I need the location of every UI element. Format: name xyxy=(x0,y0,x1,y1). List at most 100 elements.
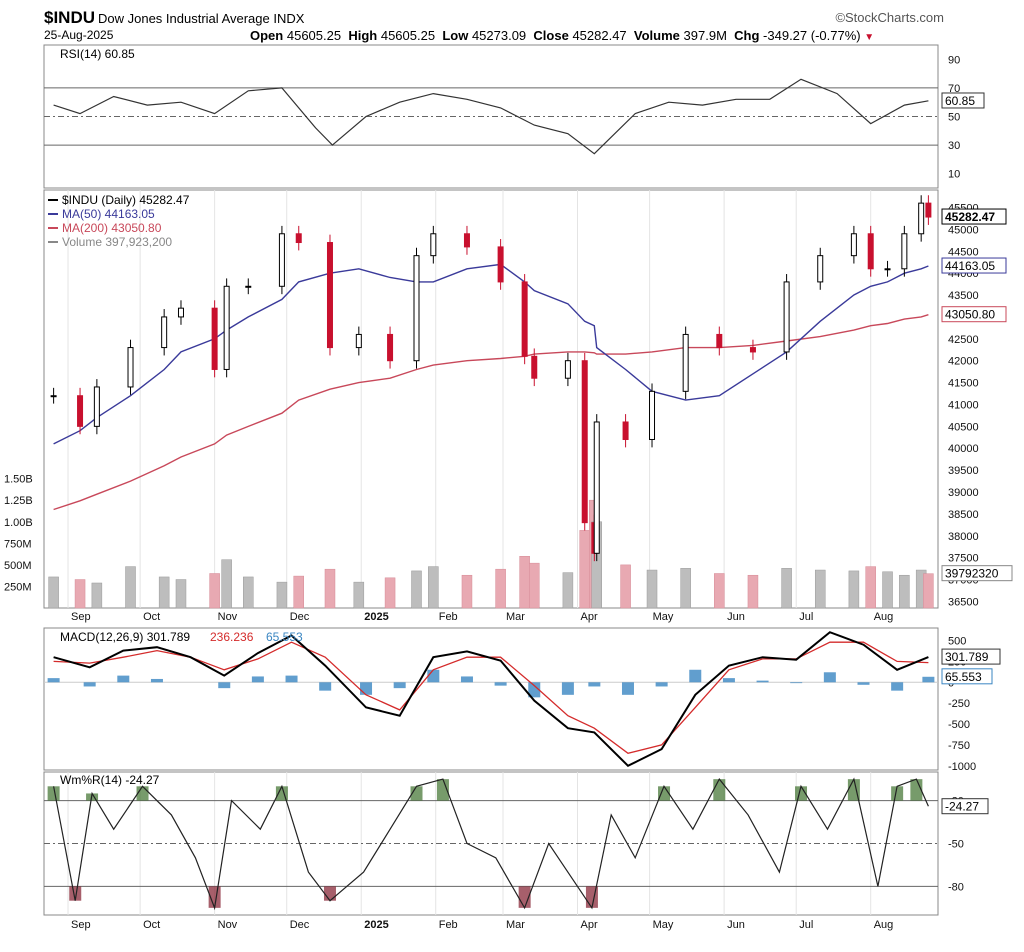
macd-histogram-bar xyxy=(561,682,574,695)
candle-body xyxy=(93,386,100,427)
x-tick-label: Oct xyxy=(143,919,160,931)
legend-entry: MA(200) 43050.80 xyxy=(62,221,162,235)
candle-body xyxy=(716,333,723,349)
volume-bar xyxy=(353,581,365,609)
x-tick-label: Jun xyxy=(727,919,745,931)
x-tick-label: 2025 xyxy=(364,611,388,623)
macd-histogram-bar xyxy=(655,682,668,687)
macd-legend-entry: 65.553 xyxy=(266,630,303,644)
williams-panel: SepOctNovDec2025FebMarAprMayJunJulAug-20… xyxy=(43,771,989,931)
volume-bar xyxy=(620,564,631,609)
macd-histogram-bar xyxy=(150,678,163,683)
macd-histogram-bar xyxy=(427,669,440,683)
macd-tag-box xyxy=(941,648,1001,665)
macd-histogram-bar xyxy=(47,678,60,683)
volume-bar xyxy=(221,559,232,609)
overbought-fill xyxy=(436,779,449,801)
candle-body xyxy=(326,242,333,349)
candle-body xyxy=(867,233,874,270)
volume-bar xyxy=(276,581,288,609)
price-y-tick: 41000 xyxy=(948,399,979,411)
candle-body xyxy=(749,347,756,353)
macd-histogram-bar xyxy=(588,682,601,687)
macd-histogram-bar xyxy=(494,682,507,686)
x-tick-label: Feb xyxy=(439,919,458,931)
x-tick-label: Mar xyxy=(506,919,525,931)
candle-body xyxy=(884,268,891,271)
macd-histogram-bar xyxy=(83,682,96,687)
macd-y-tick: -1000 xyxy=(948,761,976,773)
legend-entry: MA(50) 44163.05 xyxy=(62,207,155,221)
candle-body xyxy=(682,333,689,392)
volume-bar xyxy=(158,576,170,609)
volume-bar xyxy=(646,569,658,609)
candle-body xyxy=(211,307,218,370)
x-tick-label: Oct xyxy=(143,611,160,623)
macd-histogram-bar xyxy=(756,680,769,683)
price-y-tick: 45000 xyxy=(948,224,979,236)
volume-bar xyxy=(848,570,860,609)
rsi-panel: 90 70 50 30 10 RSI(14) 60.85 60.85 xyxy=(43,44,985,189)
volume-tag-value: 39792320 xyxy=(945,567,999,581)
volume-y-tick: 250M xyxy=(4,581,32,593)
overbought-fill xyxy=(891,786,904,801)
price-y-tick: 39500 xyxy=(948,465,979,477)
candle-body xyxy=(649,390,656,440)
candle-body xyxy=(223,285,230,370)
rsi-line xyxy=(53,78,929,155)
macd-legend-entry: 236.236 xyxy=(210,630,254,644)
x-tick-label: May xyxy=(653,611,674,623)
index-name: Dow Jones Industrial Average INDX xyxy=(98,11,304,26)
volume-bar xyxy=(923,573,934,609)
volume-bar xyxy=(882,571,893,609)
close-value: 45282.47 xyxy=(572,28,627,43)
chg-label: Chg xyxy=(734,28,760,43)
price-tag-value: 44163.05 xyxy=(945,259,995,273)
volume-bar xyxy=(324,568,336,609)
price-tag-value: 43050.80 xyxy=(945,308,995,322)
rsi-y-tick: 70 xyxy=(948,83,960,95)
volume-bar xyxy=(814,569,826,609)
x-tick-label: Dec xyxy=(290,611,310,623)
candle-body xyxy=(413,255,420,362)
volume-y-tick: 1.00B xyxy=(4,517,33,529)
exchange: INDX xyxy=(273,11,305,26)
candle-body xyxy=(581,360,588,524)
rsi-last-value: 60.85 xyxy=(945,94,975,108)
x-tick-label: Aug xyxy=(874,611,894,623)
candle-body xyxy=(850,233,857,257)
macd-last-value: 301.789 xyxy=(945,650,989,664)
candle-body xyxy=(278,233,285,287)
oversold-fill xyxy=(323,886,336,901)
macd-frame xyxy=(43,627,939,771)
volume-bar xyxy=(579,530,590,609)
symbol: $INDU xyxy=(44,8,96,27)
macd-histogram-bar xyxy=(790,682,803,684)
macd-histogram-bar xyxy=(922,676,935,683)
volume-label: Volume xyxy=(633,28,680,43)
price-tag-value: 45282.47 xyxy=(945,210,995,224)
macd-histogram-bar xyxy=(621,682,634,695)
candle-body xyxy=(295,233,302,244)
candle-body xyxy=(593,421,600,554)
down-arrow-icon: ▼ xyxy=(864,32,875,43)
volume-bar xyxy=(384,577,396,609)
candle-body xyxy=(925,202,932,218)
volume-bar xyxy=(865,566,876,609)
oversold-fill xyxy=(69,886,82,901)
macd-y-tick: -750 xyxy=(948,740,970,752)
macd-histogram-bar xyxy=(117,675,130,683)
candle-body xyxy=(783,281,790,353)
chart-date: 25-Aug-2025 xyxy=(44,28,114,42)
williams-line xyxy=(53,777,929,911)
x-tick-label: Apr xyxy=(581,611,598,623)
price-y-tick: 40500 xyxy=(948,421,979,433)
rsi-legend: RSI(14) 60.85 xyxy=(60,47,135,61)
x-tick-label: May xyxy=(653,919,674,931)
price-y-tick: 43500 xyxy=(948,290,979,302)
ma50-line xyxy=(53,263,929,445)
candle-body xyxy=(177,307,184,318)
price-tag-box xyxy=(941,208,1007,225)
open-value: 45605.25 xyxy=(286,28,342,43)
candle-body xyxy=(127,347,134,388)
